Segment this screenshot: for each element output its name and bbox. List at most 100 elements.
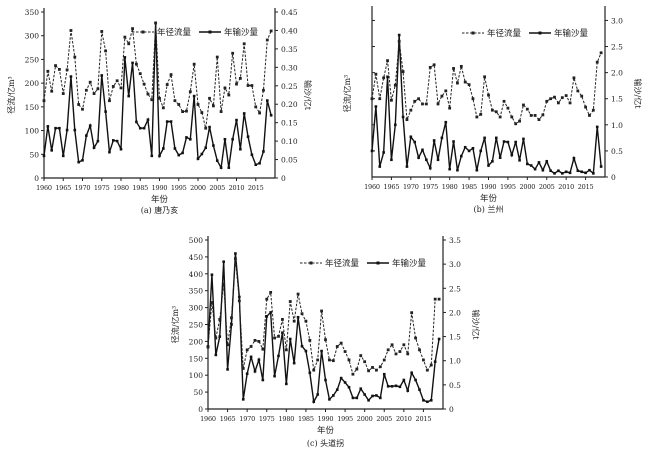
sediment-point [379,396,382,400]
runoff-point [150,98,154,102]
x-tick-label: 1995 [171,184,187,192]
runoff-point [249,345,253,348]
y2-tick-label: 1.5 [611,95,623,104]
runoff-point [312,368,316,372]
x-tick-label: 1965 [55,184,71,192]
sediment-point [265,314,269,318]
y2-tick-label: 0.45 [281,8,298,17]
sediment-point [189,137,192,141]
x-tick-label: 1990 [152,184,168,192]
sediment-point [196,157,200,161]
y2-tick-label: 0.5 [449,381,461,390]
x-tick-label: 2015 [416,415,432,423]
runoff-point [262,88,265,92]
runoff-point [378,365,382,369]
sediment-point [200,152,204,156]
runoff-point [576,89,580,93]
legend-sediment-marker [538,31,542,35]
sediment-point [214,353,218,357]
chart-caption: (c) 头道拐 [307,438,344,448]
sediment-point [351,396,355,400]
runoff-point [154,21,158,25]
runoff-point [533,114,537,117]
runoff-point [277,334,280,338]
sediment-point [428,166,432,170]
runoff-point [444,89,448,93]
chart-panel-2: 1960 1965 1970 1975 1980 1985 1990 1995 2000 2005… [170,236,481,448]
sediment-point [479,149,483,153]
sediment-point [257,358,261,362]
sediment-point [227,166,231,169]
y-tick-label: 50 [29,150,39,159]
runoff-point [433,297,437,301]
runoff-point [250,84,254,87]
sediment-point [410,371,413,375]
y2-tick-label: 1.0 [611,121,623,130]
sediment-point [77,160,80,164]
sediment-point [273,374,276,378]
sediment-point [378,165,382,168]
sediment-point [85,134,88,137]
sediment-point [429,399,433,402]
chart-panel-1: 1960 1965 1970 1975 1980 1985 1990 1995 2000 2005… [342,6,643,214]
sediment-point [576,169,580,173]
y-axis-label: 径流/亿m³ [6,76,16,114]
runoff-point [111,85,115,88]
y2-tick-label: 3.5 [449,236,461,245]
legend-runoff-label: 年径流量 [487,28,522,39]
runoff-point [127,42,131,46]
x-tick-label: 2010 [558,183,574,191]
sediment-point [100,74,104,77]
sediment-point [253,370,257,373]
chart-caption: (b) 兰州 [474,204,504,214]
x-tick-label: 2010 [396,415,412,423]
sediment-point [96,139,100,143]
y-tick-label: 0 [198,405,203,414]
runoff-point [261,347,265,351]
runoff-point [218,318,222,321]
sediment-point [204,146,207,150]
runoff-point [65,68,69,72]
runoff-point [514,122,518,126]
runoff-point [371,366,374,369]
runoff-point [214,336,218,340]
runoff-point [181,110,184,113]
sediment-point [288,337,292,341]
sediment-point [402,378,406,382]
sediment-point [599,165,603,168]
y2-tick-label: 0.20 [281,100,298,109]
runoff-point [265,38,269,42]
sediment-point [335,388,339,391]
runoff-point [456,81,459,85]
sediment-point [254,163,258,167]
sediment-point [382,151,385,154]
legend-sediment-marker [376,261,380,265]
sediment-point [406,389,410,392]
runoff-point [100,30,104,33]
runoff-point [397,39,401,43]
runoff-point [242,42,246,46]
sediment-point [557,169,560,173]
runoff-point [467,83,471,87]
sediment-point [533,167,537,171]
runoff-point [398,350,402,353]
y-axis-label: 径流/亿m³ [170,306,180,344]
runoff-point [288,300,292,303]
runoff-point [459,64,463,68]
sediment-point [560,172,564,175]
runoff-point [378,97,382,101]
sediment-point [73,128,77,132]
runoff-point [142,82,146,86]
x-axis-label: 年份 [317,425,335,436]
runoff-point [192,62,196,66]
x-tick-label: 2000 [519,183,535,191]
x-tick-label: 2000 [357,415,373,423]
y-tick-label: 450 [189,253,204,262]
sediment-point [250,153,254,157]
sediment-point [239,147,242,151]
runoff-point [196,103,200,106]
sediment-point [592,172,595,175]
runoff-point [343,350,347,353]
runoff-point [296,292,300,296]
y2-tick-label: 0.05 [281,156,298,165]
